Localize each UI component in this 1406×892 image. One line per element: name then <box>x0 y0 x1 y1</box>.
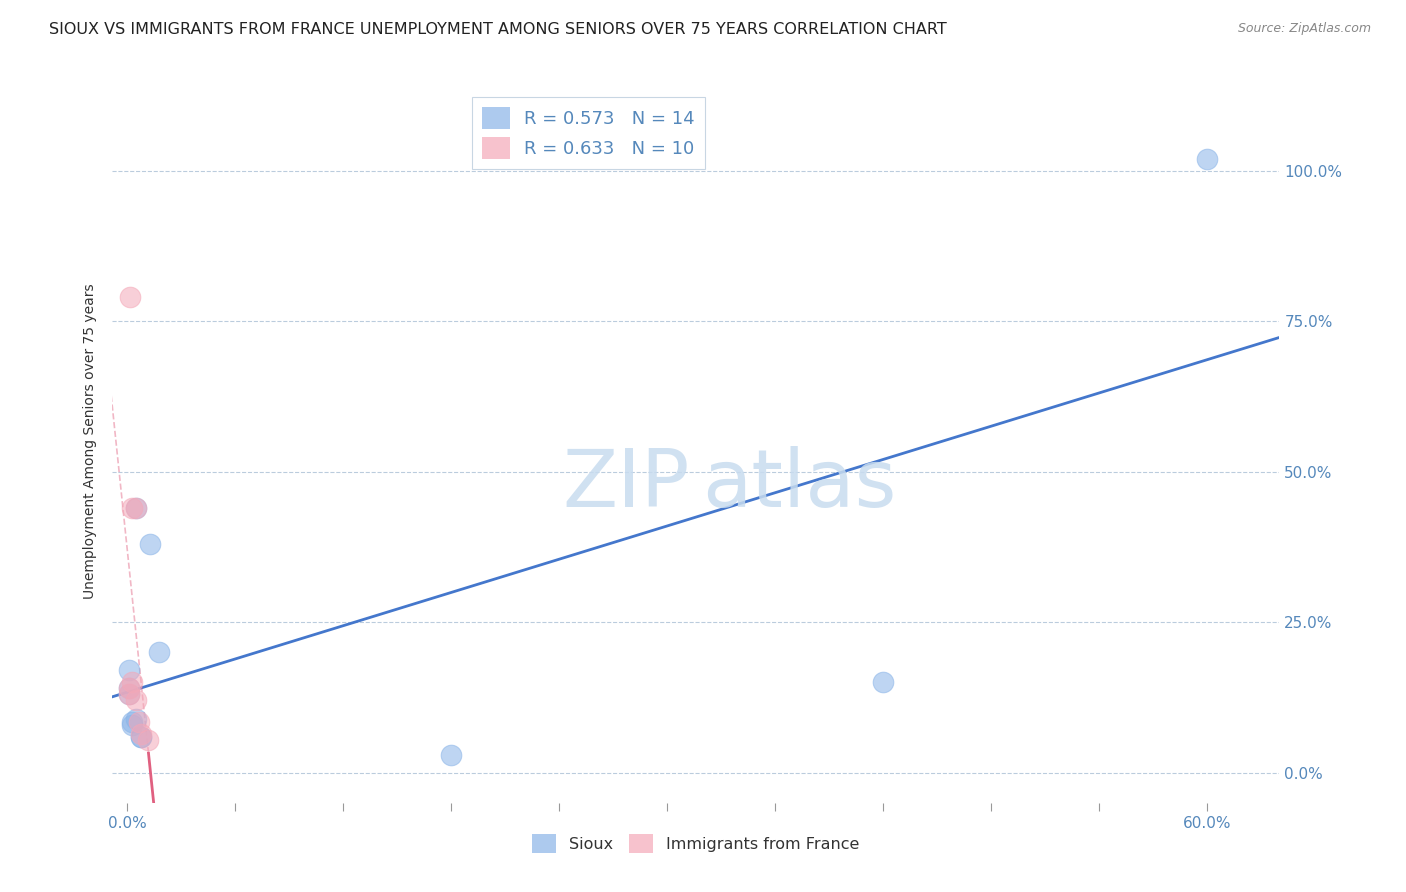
Point <box>125 500 148 515</box>
Point <box>118 687 141 701</box>
Point <box>129 726 152 740</box>
Point <box>118 681 141 696</box>
Y-axis label: Unemployment Among Seniors over 75 years: Unemployment Among Seniors over 75 years <box>83 284 97 599</box>
Text: Source: ZipAtlas.com: Source: ZipAtlas.com <box>1237 22 1371 36</box>
Text: ZIP: ZIP <box>562 446 690 524</box>
Text: SIOUX VS IMMIGRANTS FROM FRANCE UNEMPLOYMENT AMONG SENIORS OVER 75 YEARS CORRELA: SIOUX VS IMMIGRANTS FROM FRANCE UNEMPLOY… <box>49 22 948 37</box>
Point <box>121 714 143 729</box>
Point <box>118 681 141 696</box>
Point <box>128 714 150 729</box>
Point <box>129 730 152 744</box>
Point <box>148 645 170 659</box>
Point <box>872 675 894 690</box>
Point <box>118 664 141 678</box>
Point <box>120 290 142 304</box>
Point <box>118 687 141 701</box>
Point <box>129 730 152 744</box>
Point <box>125 693 148 707</box>
Point <box>121 717 143 731</box>
Point <box>139 537 162 551</box>
Legend: Sioux, Immigrants from France: Sioux, Immigrants from France <box>526 828 866 860</box>
Point <box>440 747 463 762</box>
Point <box>1197 152 1219 166</box>
Point <box>125 712 148 726</box>
Point <box>138 732 160 747</box>
Text: atlas: atlas <box>702 446 896 524</box>
Point <box>125 500 148 515</box>
Point <box>121 675 143 690</box>
Point <box>121 500 143 515</box>
